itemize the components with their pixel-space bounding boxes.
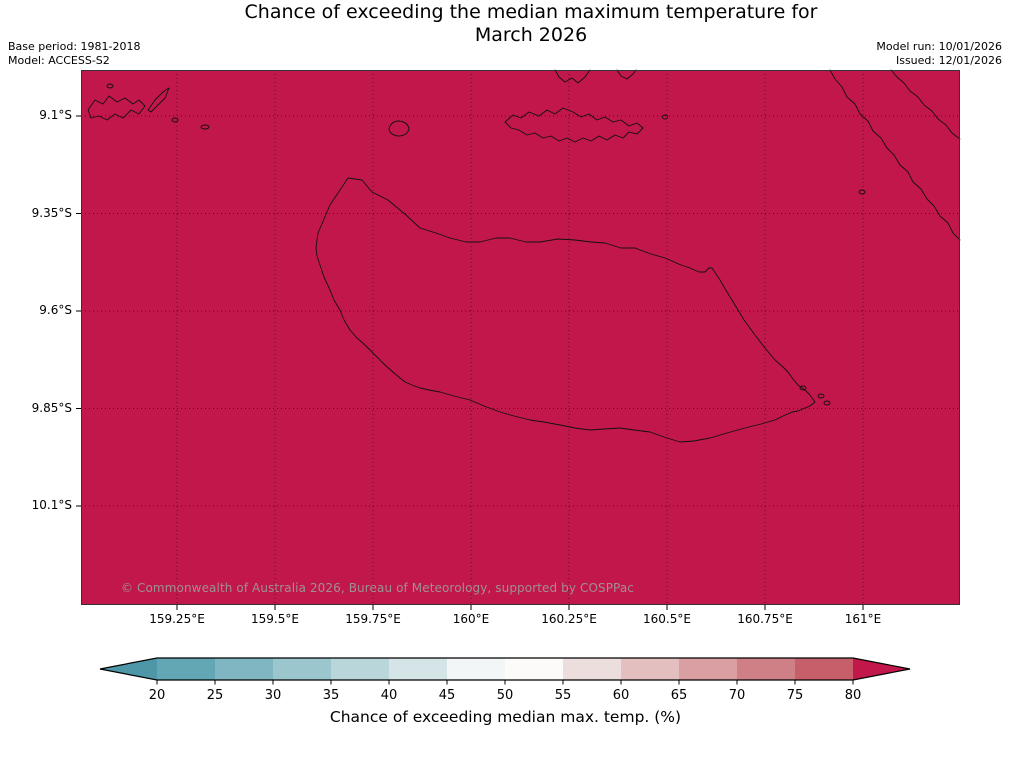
x-tick-label: 160°E [452, 612, 490, 626]
x-tick-label: 160.25°E [541, 612, 597, 626]
copyright-text: © Commonwealth of Australia 2026, Bureau… [121, 581, 635, 595]
issued-text: Issued: 12/01/2026 [895, 54, 1002, 67]
colorbar-segment [563, 658, 621, 680]
figure-title-line2: March 2026 [474, 24, 588, 46]
model-text: Model: ACCESS-S2 [8, 54, 110, 67]
x-tick-label: 159.25°E [149, 612, 205, 626]
colorbar-segment [737, 658, 795, 680]
figure-title-line1: Chance of exceeding the median maximum t… [244, 1, 818, 23]
islet [858, 189, 866, 195]
colorbar-tick-label: 65 [671, 688, 688, 703]
coastlines [87, 69, 961, 443]
islet [823, 400, 831, 406]
colorbar-tick-label: 50 [497, 688, 514, 703]
colorbar-arrow-high [853, 658, 910, 680]
colorbar-label: Chance of exceeding median max. temp. (%… [329, 708, 682, 726]
colorbar-arrow-low [100, 658, 157, 680]
y-tick-label: 9.85°S [31, 400, 72, 415]
islet [171, 117, 179, 123]
map-panel: © Commonwealth of Australia 2026, Bureau… [76, 69, 961, 610]
x-tick-label: 159.5°E [251, 612, 299, 626]
coastline-round-island [388, 120, 410, 137]
colorbar-segment [331, 658, 389, 680]
colorbar-segment [679, 658, 737, 680]
coastline-top-edge-b [616, 69, 637, 80]
model-run-text: Model run: 10/01/2026 [876, 40, 1002, 53]
colorbar-tick-label: 35 [323, 688, 340, 703]
colorbar-tick-label: 70 [729, 688, 746, 703]
colorbar-tick-label: 45 [439, 688, 456, 703]
coastline-guadalcanal [315, 177, 816, 443]
colorbar-segment [215, 658, 273, 680]
colorbar-segment [505, 658, 563, 680]
x-tick-label: 160.75°E [737, 612, 793, 626]
colorbar-svg: 20 25 30 35 40 45 50 55 60 65 70 75 80 [99, 657, 911, 703]
base-period-text: Base period: 1981-2018 [8, 40, 141, 53]
colorbar-tick-label: 20 [149, 688, 166, 703]
colorbar-segment [447, 658, 505, 680]
colorbar-tick-label: 40 [381, 688, 398, 703]
colorbar-segment [273, 658, 331, 680]
map-svg [76, 69, 961, 610]
islet [200, 124, 210, 130]
colorbar-tick-label: 80 [845, 688, 862, 703]
coastline-russell-a [87, 95, 146, 121]
colorbar: 20 25 30 35 40 45 50 55 60 65 70 75 80 [99, 657, 911, 709]
meta-left: Base period: 1981-2018 Model: ACCESS-S2 [8, 40, 140, 68]
colorbar-segment [795, 658, 853, 680]
coastline-malaita-east [890, 69, 961, 140]
colorbar-tick-label: 60 [613, 688, 630, 703]
x-tick-label: 161°E [844, 612, 882, 626]
colorbar-tick-label: 30 [265, 688, 282, 703]
y-tick-label: 9.35°S [31, 205, 72, 220]
colorbar-tick-label: 75 [787, 688, 804, 703]
coastline-florida-islands [504, 107, 644, 143]
islet [799, 385, 807, 391]
map-border [81, 70, 960, 605]
coastline-malaita-west [829, 69, 961, 241]
coastline-top-edge-a [554, 69, 591, 84]
x-tick-label: 160.5°E [643, 612, 691, 626]
colorbar-tick-label: 25 [207, 688, 224, 703]
islet [106, 83, 114, 89]
figure-title: Chance of exceeding the median maximum t… [51, 1, 1011, 47]
y-tick-label: 10.1°S [31, 498, 72, 512]
islet [662, 114, 668, 120]
y-tick-label: 9.6°S [39, 303, 72, 317]
meta-right: Model run: 10/01/2026 Issued: 12/01/2026 [876, 40, 1002, 68]
axis-tick-marks [76, 115, 864, 610]
y-tick-label: 9.1°S [39, 108, 72, 122]
coastline-russell-b [147, 87, 170, 113]
graticule-gridlines [81, 70, 960, 605]
colorbar-segment [389, 658, 447, 680]
islet [817, 393, 825, 399]
colorbar-segment [157, 658, 215, 680]
colorbar-tick-label: 55 [555, 688, 572, 703]
colorbar-segment [621, 658, 679, 680]
x-tick-label: 159.75°E [345, 612, 401, 626]
